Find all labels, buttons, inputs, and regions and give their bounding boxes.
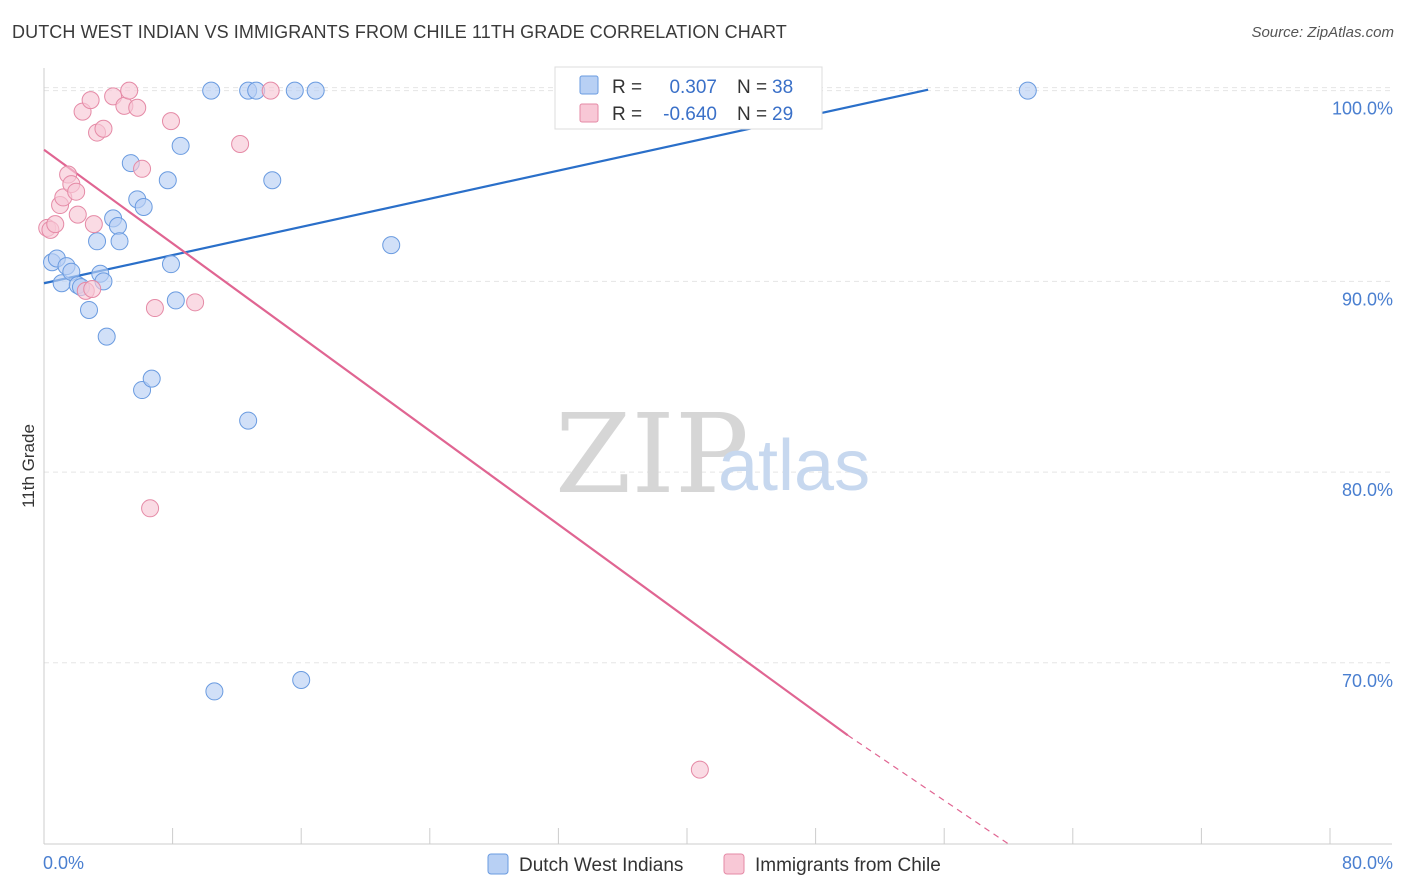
point-dutch-west-indians [166,291,185,310]
source-label: Source: ZipAtlas.com [1251,24,1394,41]
chart-title: DUTCH WEST INDIAN VS IMMIGRANTS FROM CHI… [12,22,787,42]
point-immigrants-from-chile [261,81,280,100]
stats-blue-r-label: R = [612,77,642,98]
stats-blue-n-value: 38 [772,77,793,98]
y-tick-label: 80.0% [1342,480,1393,500]
point-immigrants-from-chile [161,112,180,131]
point-dutch-west-indians [110,232,129,251]
point-immigrants-from-chile [94,119,113,138]
legend-label-dutch-west-indians: Dutch West Indians [519,855,683,876]
point-immigrants-from-chile [141,499,160,518]
point-immigrants-from-chile [46,215,65,234]
point-immigrants-from-chile [83,279,102,298]
point-immigrants-from-chile [145,299,164,318]
point-dutch-west-indians [285,81,304,100]
trend-line-extension-immigrants-from-chile [847,734,1009,845]
point-immigrants-from-chile [186,293,205,312]
point-dutch-west-indians [202,81,221,100]
point-dutch-west-indians [205,682,224,701]
stats-box: R = 0.307 N = 38 R = -0.640 N = 29 [554,66,823,130]
trend-line-immigrants-from-chile [43,148,849,737]
y-tick-label: 100.0% [1332,99,1393,119]
watermark-zip: ZIP [555,390,749,518]
stats-box-frame [554,66,823,130]
x-tick-label-max: 80.0% [1342,853,1393,873]
axes [43,68,1392,845]
stats-pink-r-value: -0.640 [663,104,717,125]
point-dutch-west-indians [306,81,325,100]
point-dutch-west-indians [292,670,311,689]
point-dutch-west-indians [97,327,116,346]
point-dutch-west-indians [239,411,258,430]
point-dutch-west-indians [161,255,180,274]
point-immigrants-from-chile [81,91,100,110]
point-dutch-west-indians [158,171,177,190]
watermark-atlas: atlas [718,426,870,506]
point-dutch-west-indians [80,300,99,319]
y-axis-title: 11th Grade [19,424,38,508]
data-points [38,81,1037,779]
watermark: ZIP atlas [555,390,870,518]
legend-swatch-immigrants-from-chile [723,853,745,875]
y-tick-label: 70.0% [1342,671,1393,691]
x-tick-label-min: 0.0% [43,853,84,873]
stats-pink-swatch [579,103,599,123]
point-dutch-west-indians [142,369,161,388]
grid-lines [44,87,1392,664]
stats-blue-swatch [579,75,599,95]
point-dutch-west-indians [134,197,153,216]
y-tick-label: 90.0% [1342,289,1393,309]
point-dutch-west-indians [171,136,190,155]
point-immigrants-from-chile [690,760,709,779]
point-dutch-west-indians [1018,81,1037,100]
legend-swatch-dutch-west-indians [487,853,509,875]
point-immigrants-from-chile [120,81,139,100]
point-immigrants-from-chile [67,182,86,201]
stats-pink-r-label: R = [612,104,642,125]
legend: Dutch West Indians Immigrants from Chile [487,853,941,876]
point-dutch-west-indians [263,171,282,190]
point-immigrants-from-chile [84,215,103,234]
stats-pink-n-value: 29 [772,104,793,125]
point-dutch-west-indians [382,236,401,255]
point-immigrants-from-chile [68,205,87,224]
stats-blue-r-value: 0.307 [669,77,717,98]
stats-blue-n-label: N = [737,77,767,98]
point-immigrants-from-chile [133,159,152,178]
legend-label-immigrants-from-chile: Immigrants from Chile [755,855,941,876]
point-dutch-west-indians [88,232,107,251]
point-immigrants-from-chile [128,98,147,117]
point-immigrants-from-chile [231,135,250,154]
stats-pink-n-label: N = [737,104,767,125]
point-dutch-west-indians [108,217,127,236]
tick-labels: 70.0% 80.0% 90.0% 100.0% 0.0% 80.0% [43,99,1393,873]
